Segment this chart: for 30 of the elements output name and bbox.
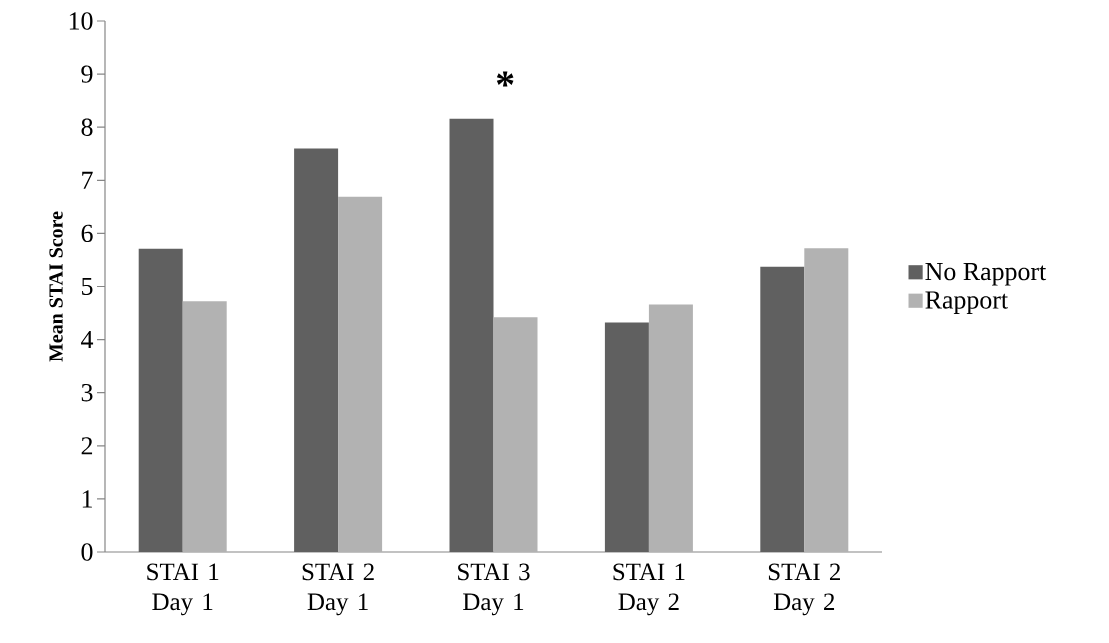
- y-tick-label: 6: [81, 224, 93, 243]
- y-tick-label: 1: [82, 490, 92, 508]
- y-tick-label: 7: [82, 171, 93, 189]
- y-tick-label: 3: [81, 383, 93, 402]
- y-axis-title: Mean STAI Score: [49, 211, 63, 362]
- x-tick-label: STAI 1 Day 1: [147, 563, 219, 616]
- bar: [604, 322, 649, 552]
- x-tick-label: STAI 3 Day 1: [458, 563, 530, 616]
- legend-label: No Rapport: [925, 263, 1047, 286]
- bar: [760, 266, 805, 552]
- bar: [294, 148, 339, 552]
- annotation: *: [496, 71, 514, 87]
- bar: [182, 301, 227, 552]
- y-tick-label: 9: [81, 65, 93, 83]
- y-tick-label: 4: [81, 331, 94, 349]
- y-tick-label: 10: [69, 12, 93, 30]
- y-tick-label: 0: [81, 543, 93, 561]
- x-tick-label: STAI 2 Day 2: [768, 563, 840, 616]
- x-tick-label: STAI 2 Day 1: [302, 563, 374, 616]
- bar: [804, 248, 849, 552]
- y-tick-label: 2: [81, 437, 93, 455]
- x-tick-label: STAI 1 Day 2: [613, 563, 685, 616]
- bar: [648, 304, 693, 552]
- bar: [449, 118, 494, 552]
- bar: [338, 196, 383, 552]
- bar: [138, 248, 183, 552]
- bar: [493, 317, 538, 552]
- y-tick-label: 5: [82, 277, 93, 296]
- legend-label: Rapport: [925, 291, 1008, 314]
- y-tick-label: 8: [81, 118, 93, 136]
